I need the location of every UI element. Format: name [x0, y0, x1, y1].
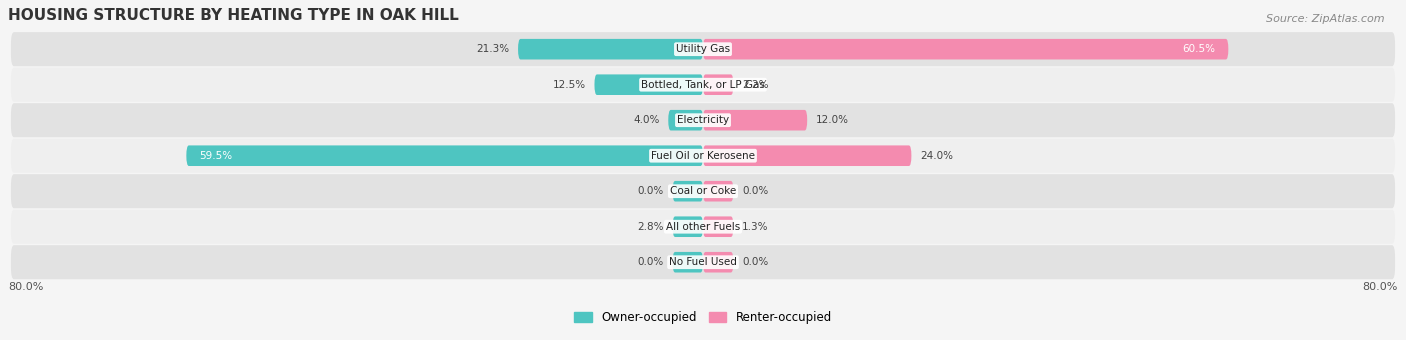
FancyBboxPatch shape [11, 32, 1395, 66]
FancyBboxPatch shape [703, 146, 911, 166]
FancyBboxPatch shape [11, 139, 1395, 173]
Text: 24.0%: 24.0% [920, 151, 953, 161]
Text: 0.0%: 0.0% [742, 186, 768, 196]
Text: Utility Gas: Utility Gas [676, 44, 730, 54]
FancyBboxPatch shape [672, 181, 703, 202]
Text: 2.2%: 2.2% [742, 80, 769, 90]
Text: HOUSING STRUCTURE BY HEATING TYPE IN OAK HILL: HOUSING STRUCTURE BY HEATING TYPE IN OAK… [8, 8, 460, 23]
FancyBboxPatch shape [11, 210, 1395, 244]
Text: 4.0%: 4.0% [633, 115, 659, 125]
FancyBboxPatch shape [672, 217, 703, 237]
FancyBboxPatch shape [11, 68, 1395, 102]
Text: 21.3%: 21.3% [477, 44, 509, 54]
Text: Electricity: Electricity [676, 115, 730, 125]
Text: 12.5%: 12.5% [553, 80, 586, 90]
Text: 80.0%: 80.0% [1362, 282, 1398, 292]
Text: 59.5%: 59.5% [200, 151, 232, 161]
Text: 2.8%: 2.8% [637, 222, 664, 232]
FancyBboxPatch shape [187, 146, 703, 166]
FancyBboxPatch shape [668, 110, 703, 131]
Text: Bottled, Tank, or LP Gas: Bottled, Tank, or LP Gas [641, 80, 765, 90]
FancyBboxPatch shape [703, 110, 807, 131]
FancyBboxPatch shape [11, 245, 1395, 279]
FancyBboxPatch shape [11, 103, 1395, 137]
Text: 0.0%: 0.0% [638, 257, 664, 267]
Text: All other Fuels: All other Fuels [666, 222, 740, 232]
FancyBboxPatch shape [703, 217, 734, 237]
FancyBboxPatch shape [703, 74, 734, 95]
FancyBboxPatch shape [672, 252, 703, 273]
FancyBboxPatch shape [703, 252, 734, 273]
Text: 80.0%: 80.0% [8, 282, 44, 292]
Text: No Fuel Used: No Fuel Used [669, 257, 737, 267]
FancyBboxPatch shape [11, 174, 1395, 208]
Text: Source: ZipAtlas.com: Source: ZipAtlas.com [1267, 14, 1385, 23]
FancyBboxPatch shape [703, 39, 1229, 59]
Text: 1.3%: 1.3% [742, 222, 769, 232]
Legend: Owner-occupied, Renter-occupied: Owner-occupied, Renter-occupied [569, 306, 837, 329]
FancyBboxPatch shape [595, 74, 703, 95]
FancyBboxPatch shape [703, 181, 734, 202]
Text: Coal or Coke: Coal or Coke [669, 186, 737, 196]
Text: 60.5%: 60.5% [1182, 44, 1215, 54]
Text: Fuel Oil or Kerosene: Fuel Oil or Kerosene [651, 151, 755, 161]
FancyBboxPatch shape [517, 39, 703, 59]
Text: 12.0%: 12.0% [815, 115, 849, 125]
Text: 0.0%: 0.0% [742, 257, 768, 267]
Text: 0.0%: 0.0% [638, 186, 664, 196]
